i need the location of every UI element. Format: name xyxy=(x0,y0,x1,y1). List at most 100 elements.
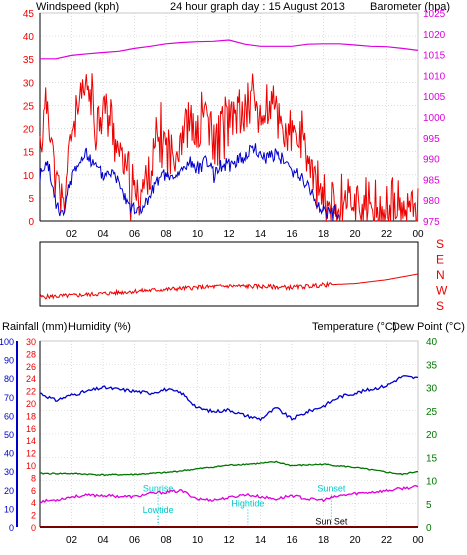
rainfall-tick-label: 24 xyxy=(26,374,36,384)
event-annotation-label: Sunset xyxy=(317,484,346,494)
top-x-tick-label: 16 xyxy=(286,229,298,240)
barometer-tick-label: 1005 xyxy=(423,92,446,103)
bottom-x-tick-label: 08 xyxy=(160,535,172,546)
dewpoint-axis-title: Dew Point (°C) xyxy=(392,321,465,333)
wind-average-series-line xyxy=(40,143,339,221)
humidity-tick-label: 40 xyxy=(4,449,14,459)
top-x-tick-label: 12 xyxy=(223,229,235,240)
barometer-tick-label: 1015 xyxy=(423,51,446,62)
wind-tick-label: 40 xyxy=(23,32,35,43)
humidity-tick-label: 90 xyxy=(4,356,14,366)
humidity-tick-label: 80 xyxy=(4,374,14,384)
barometer-tick-label: 1020 xyxy=(423,30,446,41)
rainfall-tick-label: 2 xyxy=(31,511,36,521)
temperature-tick-label: 0 xyxy=(426,523,432,534)
top-x-tick-label: 18 xyxy=(318,229,330,240)
event-annotation-label: Sun Set xyxy=(315,517,348,527)
humidity-tick-label: 70 xyxy=(4,393,14,403)
bottom-x-tick-label: 18 xyxy=(318,535,330,546)
event-annotation-label: Lowtide xyxy=(143,505,174,515)
rainfall-tick-label: 28 xyxy=(26,349,36,359)
rainfall-tick-label: 22 xyxy=(26,387,36,397)
bottom-x-tick-label: 22 xyxy=(381,535,393,546)
temperature-tick-label: 30 xyxy=(426,384,438,395)
rainfall-tick-label: 6 xyxy=(31,486,36,496)
direction-label: N xyxy=(436,268,445,282)
rainfall-tick-label: 30 xyxy=(26,337,36,347)
top-x-tick-label: 14 xyxy=(255,229,267,240)
rainfall-axis-title: Rainfall (mm) xyxy=(2,321,67,333)
top-x-tick-label: 10 xyxy=(192,229,204,240)
wind-tick-label: 20 xyxy=(23,125,35,136)
humidity-axis-title: Humidity (%) xyxy=(68,321,131,333)
temperature-tick-label: 5 xyxy=(426,500,432,511)
barometer-tick-label: 990 xyxy=(423,155,440,166)
rainfall-tick-label: 8 xyxy=(31,473,36,483)
rainfall-tick-label: 4 xyxy=(31,498,36,508)
barometer-tick-label: 1010 xyxy=(423,71,446,82)
temperature-axis-title: Temperature (°C) xyxy=(312,321,396,333)
bottom-x-tick-label: 00 xyxy=(412,535,424,546)
top-x-tick-label: 20 xyxy=(349,229,361,240)
wind-tick-label: 45 xyxy=(23,9,35,20)
top-x-tick-label: 04 xyxy=(97,229,109,240)
rainfall-tick-label: 14 xyxy=(26,436,36,446)
rainfall-tick-label: 18 xyxy=(26,411,36,421)
direction-label: W xyxy=(436,284,448,298)
temperature-tick-label: 10 xyxy=(426,477,438,488)
wind-axis-title: Windspeed (kph) xyxy=(36,1,119,13)
rainfall-tick-label: 16 xyxy=(26,424,36,434)
humidity-tick-label: 10 xyxy=(4,504,14,514)
barometer-tick-label: 980 xyxy=(423,196,440,207)
direction-label: S xyxy=(436,237,444,251)
temperature-tick-label: 35 xyxy=(426,360,438,371)
wind-tick-label: 15 xyxy=(23,148,35,159)
wind-tick-label: 10 xyxy=(23,171,35,182)
humidity-tick-label: 20 xyxy=(4,486,14,496)
wind-tick-label: 5 xyxy=(28,194,34,205)
barometer-tick-label: 1025 xyxy=(423,9,446,20)
rainfall-tick-label: 12 xyxy=(26,449,36,459)
bottom-x-tick-label: 16 xyxy=(286,535,298,546)
direction-label: S xyxy=(436,299,444,313)
direction-plot-frame xyxy=(40,242,418,306)
top-x-tick-label: 06 xyxy=(129,229,141,240)
bottom-x-tick-label: 04 xyxy=(97,535,109,546)
direction-label: E xyxy=(436,253,444,267)
barometer-tick-label: 985 xyxy=(423,175,440,186)
humidity-tick-label: 100 xyxy=(0,337,14,347)
event-annotation-label: Hightide xyxy=(231,499,264,509)
temperature-tick-label: 40 xyxy=(426,337,438,348)
humidity-tick-label: 0 xyxy=(9,523,14,533)
barometer-tick-label: 1000 xyxy=(423,113,446,124)
bottom-x-tick-label: 14 xyxy=(255,535,267,546)
temperature-tick-label: 25 xyxy=(426,407,438,418)
wind-gust-series-line xyxy=(40,73,418,221)
humidity-tick-label: 50 xyxy=(4,430,14,440)
humidity-tick-label: 30 xyxy=(4,467,14,477)
top-x-tick-label: 22 xyxy=(381,229,393,240)
bottom-x-tick-label: 12 xyxy=(223,535,235,546)
humidity-tick-label: 60 xyxy=(4,411,14,421)
chart-title: 24 hour graph day : 15 August 2013 xyxy=(170,1,345,13)
wind-tick-label: 35 xyxy=(23,55,35,66)
bottom-x-tick-label: 10 xyxy=(192,535,204,546)
top-x-tick-label: 02 xyxy=(66,229,78,240)
top-x-tick-label: 00 xyxy=(412,229,424,240)
rainfall-tick-label: 10 xyxy=(26,461,36,471)
temperature-tick-label: 20 xyxy=(426,430,438,441)
rainfall-tick-label: 20 xyxy=(26,399,36,409)
temperature-tick-label: 15 xyxy=(426,453,438,464)
bottom-x-tick-label: 02 xyxy=(66,535,78,546)
top-x-tick-label: 08 xyxy=(160,229,172,240)
bottom-x-tick-label: 06 xyxy=(129,535,141,546)
wind-tick-label: 0 xyxy=(28,217,34,228)
rainfall-tick-label: 0 xyxy=(31,523,36,533)
rainfall-tick-label: 26 xyxy=(26,362,36,372)
barometer-tick-label: 995 xyxy=(423,134,440,145)
barometer-tick-label: 975 xyxy=(423,217,440,228)
bottom-x-tick-label: 20 xyxy=(349,535,361,546)
wind-direction-series-line xyxy=(40,274,418,299)
